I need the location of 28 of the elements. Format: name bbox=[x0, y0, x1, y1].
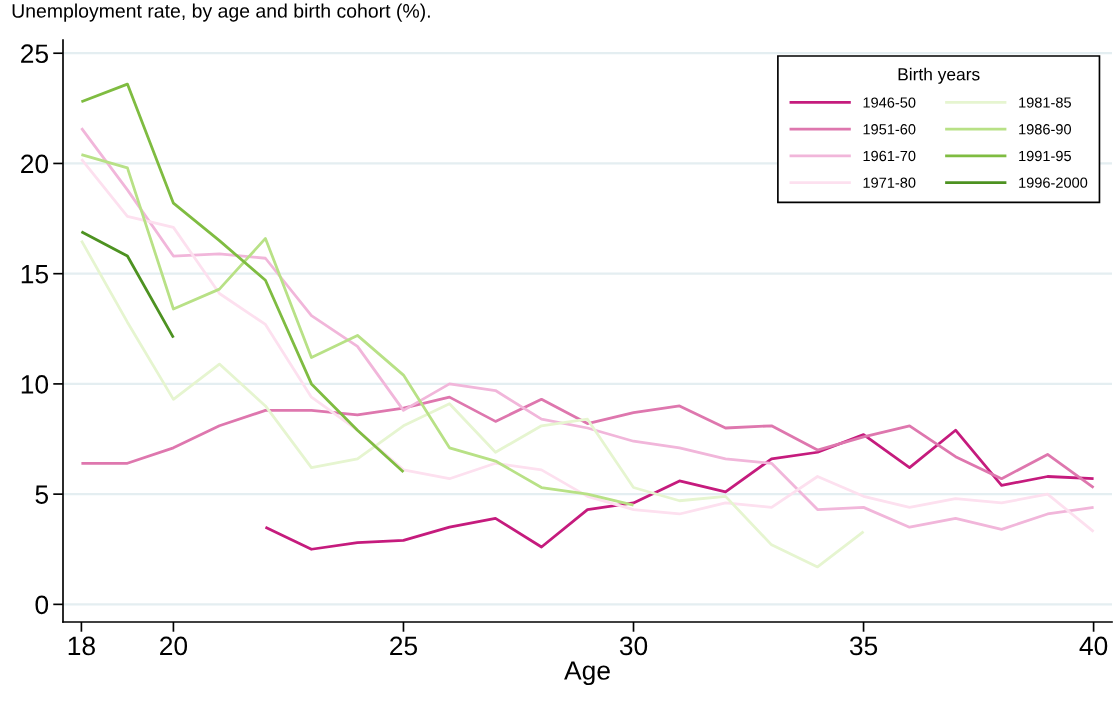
line-series bbox=[80, 153, 635, 507]
y-tick-label: 10 bbox=[21, 375, 49, 394]
y-tick-label: 25 bbox=[21, 44, 49, 64]
legend-label: 1951-60 bbox=[863, 124, 916, 135]
legend-label: 1991-95 bbox=[1019, 150, 1071, 162]
chart-title: Unemployment rate, by age and birth cohort (%). bbox=[12, 3, 430, 22]
y-tick-label: 15 bbox=[21, 265, 49, 284]
y-tick-label: 20 bbox=[21, 154, 49, 174]
line-series bbox=[80, 239, 865, 569]
x-tick-label: 40 bbox=[1079, 636, 1108, 656]
legend-label: 1986-90 bbox=[1019, 124, 1072, 135]
line-series bbox=[80, 395, 1095, 489]
line-series bbox=[264, 428, 1095, 551]
y-tick-label: 5 bbox=[35, 485, 49, 504]
x-tick-label: 18 bbox=[68, 636, 95, 656]
legend-label: 1961-70 bbox=[863, 150, 916, 162]
x-tick-label: 20 bbox=[160, 636, 188, 656]
x-tick-label: 35 bbox=[849, 636, 878, 656]
legend-label: 1981-85 bbox=[1019, 97, 1071, 108]
line-series bbox=[80, 82, 405, 474]
y-tick-label: 0 bbox=[35, 595, 49, 615]
legend-label: 1996-2000 bbox=[1019, 177, 1088, 188]
legend-label: 1946-50 bbox=[863, 97, 916, 108]
x-tick-label: 30 bbox=[619, 636, 648, 656]
x-axis-title: Age bbox=[564, 661, 610, 686]
x-tick-label: 25 bbox=[390, 636, 418, 656]
legend-label: 1971-80 bbox=[863, 177, 916, 188]
legend-title: Birth years bbox=[898, 67, 980, 84]
